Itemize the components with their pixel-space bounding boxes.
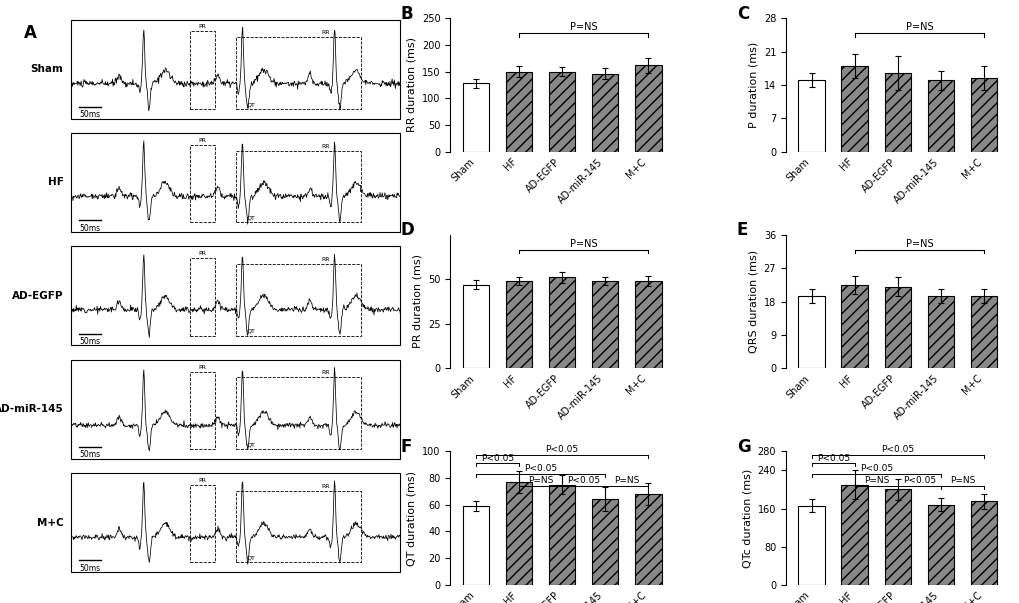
Text: PR: PR <box>199 478 206 483</box>
Text: P<0.05: P<0.05 <box>816 453 849 463</box>
Bar <box>841 285 867 368</box>
Bar <box>71 133 400 232</box>
Y-axis label: QTc duration (ms): QTc duration (ms) <box>742 469 751 567</box>
Text: P=NS: P=NS <box>528 476 552 485</box>
Text: G: G <box>736 438 750 456</box>
Text: C: C <box>736 5 748 23</box>
Text: HF: HF <box>48 177 63 188</box>
Bar <box>883 73 910 152</box>
Text: F: F <box>400 438 412 456</box>
Text: 50ms: 50ms <box>79 110 101 119</box>
Bar <box>71 359 400 459</box>
Text: P<0.05: P<0.05 <box>524 464 556 473</box>
Bar <box>970 501 997 585</box>
Text: RR: RR <box>322 484 330 489</box>
Bar <box>841 66 867 152</box>
Text: P<0.05: P<0.05 <box>859 464 892 473</box>
Text: RR: RR <box>322 370 330 376</box>
Bar <box>970 78 997 152</box>
Text: QT: QT <box>247 442 255 447</box>
Text: P<0.05: P<0.05 <box>567 476 599 485</box>
Text: E: E <box>736 221 747 239</box>
Bar <box>591 74 618 152</box>
Bar <box>591 281 618 368</box>
Bar <box>634 65 661 152</box>
Bar <box>926 80 954 152</box>
Text: 50ms: 50ms <box>79 337 101 346</box>
Text: 50ms: 50ms <box>79 224 101 233</box>
Bar <box>841 485 867 585</box>
Y-axis label: RR duration (ms): RR duration (ms) <box>406 37 416 133</box>
Bar <box>798 506 824 585</box>
Bar <box>190 371 215 449</box>
Bar <box>235 151 361 222</box>
Bar <box>71 246 400 346</box>
Text: B: B <box>400 5 413 23</box>
Bar <box>190 31 215 109</box>
Text: P=NS: P=NS <box>863 476 889 485</box>
Bar <box>970 296 997 368</box>
Text: PR: PR <box>199 365 206 370</box>
Bar <box>190 485 215 562</box>
Text: QT: QT <box>247 329 255 334</box>
Bar <box>190 258 215 335</box>
Text: P=NS: P=NS <box>905 239 932 249</box>
Bar <box>190 145 215 222</box>
Text: PR: PR <box>199 25 206 30</box>
Text: RR: RR <box>322 144 330 149</box>
Bar <box>235 37 361 109</box>
Text: P<0.05: P<0.05 <box>545 445 578 454</box>
Bar <box>548 277 575 368</box>
Y-axis label: P duration (ms): P duration (ms) <box>748 42 757 128</box>
Bar <box>235 264 361 335</box>
Bar <box>548 72 575 152</box>
Bar <box>926 505 954 585</box>
Bar <box>505 72 532 152</box>
Text: P=NS: P=NS <box>613 476 639 485</box>
Bar <box>71 473 400 572</box>
Bar <box>591 499 618 585</box>
Text: P=NS: P=NS <box>949 476 974 485</box>
Text: Sham: Sham <box>31 64 63 74</box>
Text: M+C: M+C <box>37 517 63 528</box>
Y-axis label: QT duration (ms): QT duration (ms) <box>407 470 416 566</box>
Text: P=NS: P=NS <box>570 22 597 33</box>
Text: D: D <box>400 221 415 239</box>
Bar <box>463 506 489 585</box>
Bar <box>883 286 910 368</box>
Bar <box>883 490 910 585</box>
Text: AD-EGFP: AD-EGFP <box>12 291 63 301</box>
Text: RR: RR <box>322 30 330 36</box>
Text: AD-miR-145: AD-miR-145 <box>0 404 63 414</box>
Text: QT: QT <box>247 215 255 221</box>
Text: QT: QT <box>247 555 255 561</box>
Text: P<0.05: P<0.05 <box>902 476 935 485</box>
Text: PR: PR <box>199 251 206 256</box>
Text: RR: RR <box>322 257 330 262</box>
Bar <box>548 485 575 585</box>
Bar <box>634 281 661 368</box>
Bar <box>505 482 532 585</box>
Text: P=NS: P=NS <box>570 239 597 249</box>
Bar <box>235 377 361 449</box>
Bar <box>463 285 489 368</box>
Text: P<0.05: P<0.05 <box>481 453 514 463</box>
Bar <box>463 83 489 152</box>
Text: 50ms: 50ms <box>79 564 101 573</box>
Bar <box>798 80 824 152</box>
Bar <box>634 494 661 585</box>
Text: P<0.05: P<0.05 <box>880 445 914 454</box>
Y-axis label: PR duration (ms): PR duration (ms) <box>412 254 422 349</box>
Bar <box>235 491 361 562</box>
Bar <box>505 281 532 368</box>
Bar <box>798 296 824 368</box>
Bar <box>71 19 400 119</box>
Text: QT: QT <box>247 102 255 107</box>
Text: 50ms: 50ms <box>79 450 101 459</box>
Text: P=NS: P=NS <box>905 22 932 33</box>
Bar <box>926 296 954 368</box>
Text: PR: PR <box>199 138 206 143</box>
Y-axis label: QRS duration (ms): QRS duration (ms) <box>748 250 757 353</box>
Text: A: A <box>24 24 37 42</box>
